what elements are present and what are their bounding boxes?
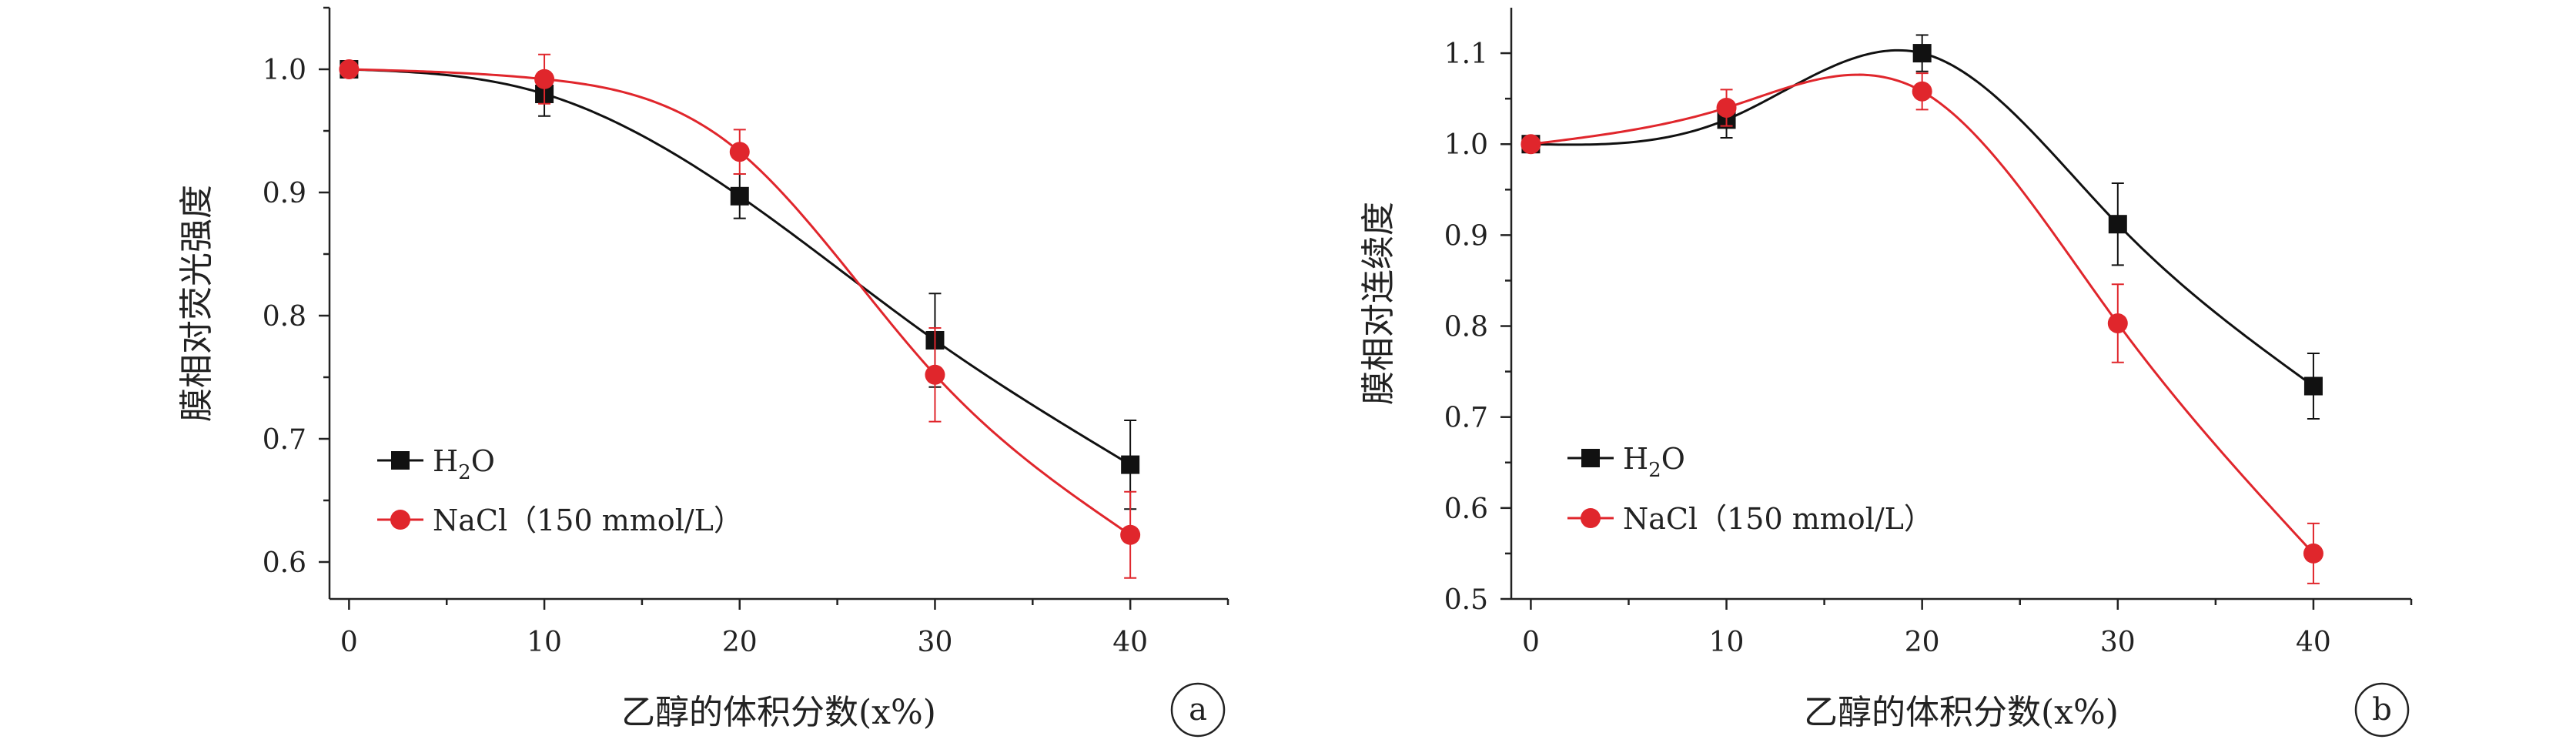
y-tick-label: 0.6 — [263, 547, 306, 579]
legend: H2O NaCl（150 mmol/L） — [377, 444, 743, 537]
x-tick-label: 20 — [1905, 627, 1940, 658]
data-point — [2107, 313, 2128, 333]
series-nacl — [1521, 72, 2323, 584]
series-h2o — [340, 60, 1140, 510]
data-point — [2108, 215, 2127, 234]
panel-label-text: a — [1189, 692, 1207, 728]
legend-marker — [1581, 508, 1601, 528]
y-tick-label: 1.0 — [263, 55, 306, 86]
legend-item: NaCl（150 mmol/L） — [377, 503, 743, 537]
y-tick-label: 0.8 — [263, 301, 306, 333]
panel-label-badge: a — [1170, 682, 1226, 738]
y-tick-label: 0.9 — [1444, 220, 1488, 252]
data-point — [2303, 543, 2323, 564]
x-tick-label: 30 — [918, 627, 953, 658]
y-tick-label: 0.5 — [1444, 584, 1488, 616]
y-tick-label: 0.7 — [1444, 403, 1488, 434]
legend-marker — [391, 451, 410, 470]
data-point — [1716, 97, 1737, 118]
series-line — [349, 68, 1131, 466]
data-point — [925, 364, 945, 385]
series-nacl — [339, 53, 1141, 579]
x-tick-label: 40 — [2296, 627, 2331, 658]
y-axis-title: 膜相对荧光强度 — [177, 185, 216, 422]
x-tick-label: 30 — [2100, 627, 2136, 658]
legend-label: NaCl（150 mmol/L） — [433, 503, 743, 537]
data-point — [1120, 524, 1141, 545]
data-point — [1121, 455, 1140, 474]
y-tick-label: 1.1 — [1444, 38, 1488, 70]
data-point — [339, 59, 360, 79]
y-axis-title: 膜相对连续度 — [1359, 202, 1398, 405]
legend-label: NaCl（150 mmol/L） — [1623, 502, 1933, 536]
panel-b: 0 10 20 30 40 0.5 0.6 0.7 0.8 0.9 1.0 1.1 乙醇的体积分数(x%… — [1359, 8, 2413, 738]
y-tick-label: 0.6 — [1444, 493, 1488, 525]
data-point — [2303, 376, 2323, 396]
x-tick-label: 10 — [1709, 627, 1745, 658]
panel-label-text: b — [2372, 692, 2392, 728]
data-point — [729, 142, 750, 162]
x-tick-label: 10 — [527, 627, 562, 658]
panel-label-badge: b — [2354, 682, 2410, 738]
y-tick-label: 1.0 — [1444, 129, 1488, 161]
data-point — [730, 186, 749, 206]
x-tick-label: 0 — [340, 627, 358, 658]
data-point — [1521, 134, 1541, 155]
x-tick-label: 40 — [1112, 627, 1148, 658]
data-point — [1912, 44, 1932, 63]
data-point — [534, 69, 555, 89]
x-tick-label: 0 — [1522, 627, 1540, 658]
legend-marker — [1581, 449, 1600, 467]
legend-item: H2O — [377, 444, 495, 484]
legend-label: H2O — [1623, 442, 1685, 482]
legend-item: NaCl（150 mmol/L） — [1567, 502, 1933, 536]
x-tick-label: 20 — [722, 627, 758, 658]
y-tick-label: 0.7 — [263, 424, 306, 456]
data-point — [1912, 81, 1932, 102]
legend: H2O NaCl（150 mmol/L） — [1567, 442, 1933, 536]
legend-marker — [390, 510, 410, 530]
panel-a: 0 10 20 30 40 0.6 0.7 0.8 0.9 1.0 乙醇的体积分数(x%) 膜相对荧光… — [177, 6, 1229, 738]
y-tick-label: 0.9 — [263, 178, 306, 209]
y-tick-label: 0.8 — [1444, 312, 1488, 343]
legend-label: H2O — [433, 444, 495, 484]
legend-item: H2O — [1567, 442, 1685, 482]
x-axis-title: 乙醇的体积分数(x%) — [621, 693, 936, 732]
x-axis-title: 乙醇的体积分数(x%) — [1804, 693, 2119, 732]
